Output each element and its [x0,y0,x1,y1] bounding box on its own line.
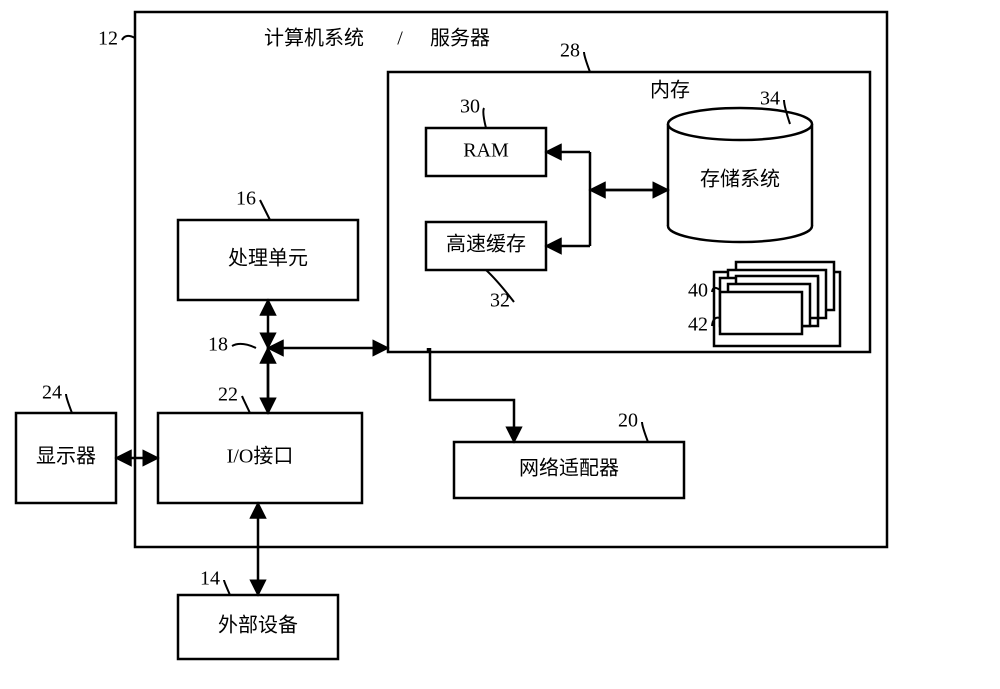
num-n24: 24 [42,382,62,404]
lead-n24 [66,394,72,413]
netadapter-label: 网络适配器 [519,457,619,480]
num-n34: 34 [760,88,780,110]
io-label: I/O接口 [227,445,294,468]
num-n22: 22 [218,384,238,406]
num-n12: 12 [98,28,118,50]
lead-n12 [122,36,135,40]
display-label: 显示器 [36,446,96,468]
num-n42: 42 [688,314,708,336]
num-n20: 20 [618,410,638,432]
cache-label: 高速缓存 [446,233,526,256]
lead-n14 [224,580,230,595]
title-sep: / [397,28,403,50]
num-n32: 32 [490,290,510,312]
num-n16: 16 [236,188,256,210]
num-n40: 40 [688,280,708,302]
processing-label: 处理单元 [228,247,308,270]
memory-label: 内存 [650,79,690,102]
num-n18: 18 [208,334,228,356]
stack-card-2 [720,292,802,334]
num-n28: 28 [560,40,580,62]
external-label: 外部设备 [218,614,298,637]
num-n14: 14 [200,568,220,590]
cyl-label: 存储系统 [700,168,780,191]
title2: 服务器 [430,27,490,50]
title: 计算机系统 [264,27,364,50]
cyl-top [668,108,812,140]
ram-label: RAM [463,140,509,162]
num-n30: 30 [460,96,480,118]
